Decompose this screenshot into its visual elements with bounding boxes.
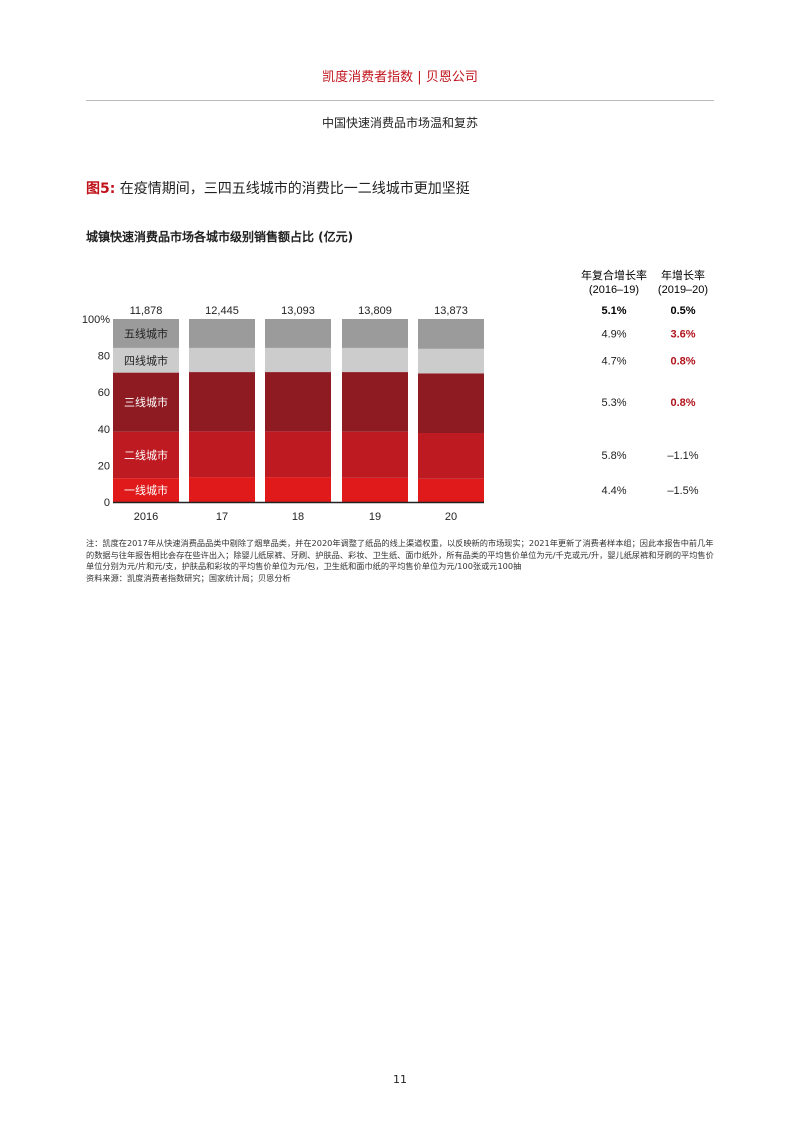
bar-segment-3	[113, 372, 179, 432]
total-yoy: 0.5%	[670, 305, 695, 317]
bar-segment-1	[418, 478, 484, 502]
stacked-bar-chart: 0 20 40 60 80 100% 一线城市 二线城市 三线城市 四线城市 五线城市 11,878 2…	[82, 268, 708, 523]
chart-title: 城镇快速消费品市场各城市级别销售额占比 (亿元)	[86, 230, 354, 244]
figure-title: 图5: 在疫情期间，三四五线城市的消费比一二线城市更加坚挺	[86, 178, 470, 198]
y-tick-label: 0	[104, 497, 110, 509]
x-tick-label: 2016	[134, 511, 158, 523]
page-number: 11	[393, 1073, 407, 1086]
series-cagr: 4.7%	[601, 355, 626, 367]
series-yoy: –1.5%	[667, 485, 698, 497]
bar-segment-2	[418, 433, 484, 479]
series-label: 四线城市	[124, 353, 168, 367]
bar-segment-3	[189, 372, 255, 432]
footnotes: 注：凯度在2017年从快速消费品品类中剔除了烟草品类，并在2020年调整了纸品的…	[86, 538, 716, 584]
cagr-header-period: (2016–19)	[589, 284, 639, 296]
bar-segment-4	[189, 347, 255, 373]
note-text: 注：凯度在2017年从快速消费品品类中剔除了烟草品类，并在2020年调整了纸品的…	[86, 538, 714, 571]
x-tick-label: 19	[369, 511, 381, 523]
bar-segment-1	[342, 477, 408, 502]
series-yoy: 3.6%	[670, 328, 695, 340]
x-tick-label: 17	[216, 511, 228, 523]
bar-segment-5	[189, 319, 255, 348]
yoy-header: 年增长率	[661, 268, 705, 282]
series-label: 三线城市	[124, 395, 168, 409]
x-tick-label: 20	[445, 511, 457, 523]
total-cagr: 5.1%	[601, 305, 626, 317]
report-header: 凯度消费者指数 | 贝恩公司	[322, 70, 478, 85]
y-tick-label: 20	[98, 460, 110, 472]
series-cagr: 5.8%	[601, 450, 626, 462]
bar-segment-4	[113, 347, 179, 373]
bar-segment-5	[113, 319, 179, 348]
bar-segment-2	[265, 431, 331, 478]
y-tick-label: 100%	[82, 314, 110, 326]
series-yoy: –1.1%	[667, 450, 698, 462]
series-yoy: 0.8%	[670, 397, 695, 409]
series-cagr: 4.4%	[601, 485, 626, 497]
y-tick-label: 80	[98, 351, 110, 363]
series-label: 五线城市	[124, 326, 168, 340]
series-cagr: 5.3%	[601, 397, 626, 409]
series-label: 二线城市	[124, 448, 168, 462]
cagr-header: 年复合增长率	[581, 268, 647, 282]
bar-segment-4	[342, 347, 408, 373]
header-divider	[86, 100, 714, 101]
y-tick-label: 60	[98, 387, 110, 399]
bar-segment-3	[418, 373, 484, 434]
bar-segment-1	[113, 478, 179, 502]
bar-segment-2	[189, 431, 255, 478]
bar-total-label: 13,809	[358, 305, 392, 317]
bar-segment-2	[113, 431, 179, 479]
yoy-header-period: (2019–20)	[658, 284, 708, 296]
x-tick-label: 18	[292, 511, 304, 523]
figure-label: 图5:	[86, 181, 116, 197]
bar-segment-5	[342, 319, 408, 348]
bar-segment-3	[342, 372, 408, 432]
source-text: 资料来源：凯度消费者指数研究；国家统计局；贝恩分析	[86, 572, 291, 583]
bar-segment-2	[342, 431, 408, 478]
series-label: 一线城市	[124, 483, 168, 497]
bar-total-label: 13,873	[434, 305, 468, 317]
bar-total-label: 11,878	[130, 305, 163, 317]
series-yoy: 0.8%	[670, 355, 695, 367]
bar-segment-5	[418, 319, 484, 349]
bar-segment-4	[265, 347, 331, 373]
bar-total-label: 13,093	[281, 305, 315, 317]
bar-segment-3	[265, 372, 331, 432]
bar-segment-1	[189, 477, 255, 502]
series-cagr: 4.9%	[601, 328, 626, 340]
bar-segment-4	[418, 348, 484, 374]
bar-segment-5	[265, 319, 331, 348]
figure-title-text: 在疫情期间，三四五线城市的消费比一二线城市更加坚挺	[119, 181, 470, 197]
bar-segment-1	[265, 477, 331, 502]
section-subtitle: 中国快速消费品市场温和复苏	[321, 116, 478, 130]
bar-total-label: 12,445	[205, 305, 239, 317]
y-tick-label: 40	[98, 424, 110, 436]
